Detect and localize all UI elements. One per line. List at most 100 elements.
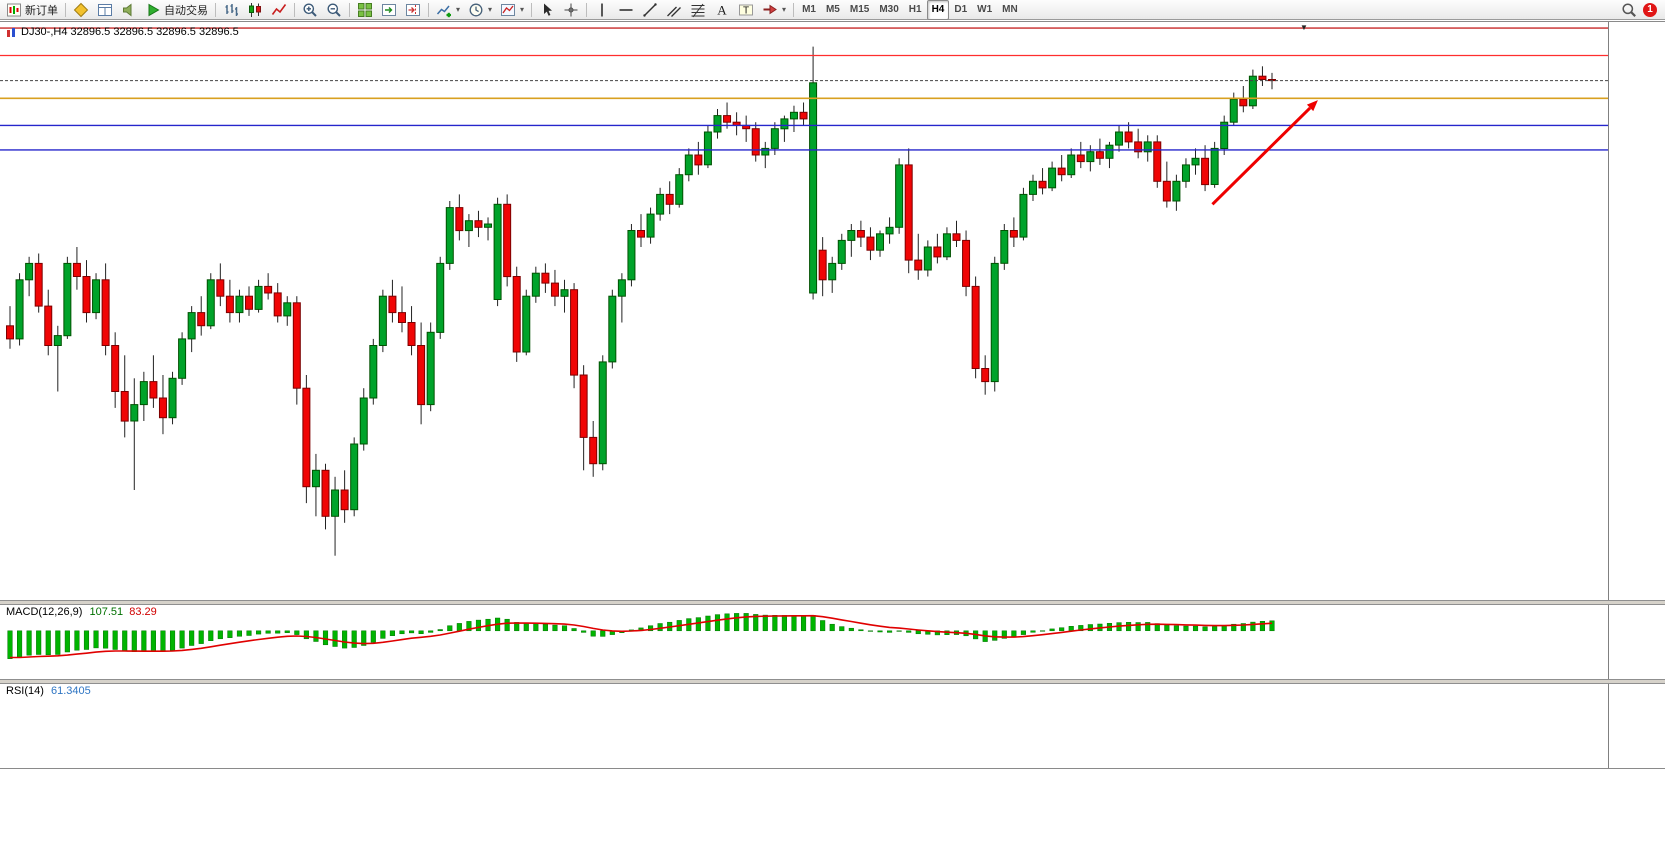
toolbar-separator (586, 2, 588, 17)
tile-windows-icon (357, 2, 373, 18)
macd-panel-canvas[interactable] (0, 605, 1608, 679)
horizontal-line-icon (618, 2, 634, 18)
equidistant-channel-icon (666, 2, 682, 18)
trendline-button[interactable] (638, 0, 662, 20)
text-label-icon: T (738, 2, 754, 18)
arrows-icon (762, 2, 778, 18)
alerts-icon (121, 2, 137, 18)
timeframe-H4[interactable]: H4 (926, 0, 950, 20)
chart-shift-icon (405, 2, 421, 18)
rsi-panel-canvas[interactable] (0, 684, 1608, 768)
timeframe-W1[interactable]: W1 (977, 4, 993, 15)
toolbar-separator (349, 2, 350, 17)
periods-icon (468, 2, 484, 18)
auto-scroll-marker: ▼ (1300, 23, 1308, 32)
tile-windows-button[interactable] (353, 0, 377, 20)
cursor-button[interactable] (535, 0, 559, 20)
cursor-icon (539, 2, 555, 18)
templates-icon (500, 2, 516, 18)
svg-text:T: T (743, 5, 749, 16)
vertical-line-button[interactable] (590, 0, 614, 20)
equidistant-channel-button[interactable] (662, 0, 686, 20)
periods-button[interactable]: ▾ (464, 0, 496, 20)
timeframe-M1[interactable]: M1 (802, 4, 816, 15)
macd-label: MACD(12,26,9) 107.51 83.29 (6, 606, 157, 618)
toolbar-separator (428, 2, 429, 17)
text-button[interactable]: A (710, 0, 734, 20)
text-label-button[interactable]: T (734, 0, 758, 20)
panel-divider[interactable] (0, 679, 1665, 684)
crosshair-button[interactable] (559, 0, 583, 20)
zoom-out-icon (326, 2, 342, 18)
timeframe-H1[interactable]: H1 (908, 4, 922, 15)
toolbar-separator (215, 2, 216, 17)
macd-main-value: 107.51 (89, 606, 124, 618)
toolbar: 新订单 自动交易 ▾ ▾ ▾ A T ▾ M1 M5 M15 M30 H1 H4 D1 W1 MN 1 (0, 0, 1665, 20)
panel-divider[interactable] (0, 600, 1665, 605)
data-window-button[interactable] (93, 0, 117, 20)
svg-text:A: A (717, 2, 727, 17)
candlestick-chart-button[interactable] (243, 0, 267, 20)
indicators-dropdown-arrow[interactable]: ▾ (456, 5, 461, 14)
timeframe-MN[interactable]: MN (1002, 4, 1018, 15)
toolbar-separator (65, 2, 66, 17)
line-chart-button[interactable] (267, 0, 291, 20)
indicators-icon (436, 2, 452, 18)
auto-scroll-icon (381, 2, 397, 18)
market-watch-button[interactable] (69, 0, 93, 20)
zoom-in-icon (302, 2, 318, 18)
timeframe-M15[interactable]: M15 (849, 4, 870, 15)
toolbar-separator (793, 2, 795, 17)
auto-trading-label: 自动交易 (164, 4, 208, 17)
time-scale[interactable] (0, 769, 1665, 791)
fibonacci-button[interactable] (686, 0, 710, 20)
notification-badge[interactable]: 1 (1643, 2, 1657, 17)
vertical-line-icon (594, 2, 610, 18)
auto-trading-button[interactable]: 自动交易 (141, 0, 212, 20)
macd-signal-value: 83.29 (129, 606, 157, 618)
trendline-icon (642, 2, 658, 18)
timeframe-M30[interactable]: M30 (879, 4, 899, 15)
crosshair-icon (563, 2, 579, 18)
templates-button[interactable]: ▾ (496, 0, 528, 20)
search-button[interactable] (1617, 0, 1641, 20)
zoom-out-button[interactable] (322, 0, 346, 20)
new-order-icon (6, 2, 22, 18)
arrows-button[interactable]: ▾ (758, 0, 790, 20)
chart-symbol-header: DJ30-,H4 32896.5 32896.5 32896.5 32896.5 (6, 26, 239, 38)
symbol-chart-icon (7, 27, 15, 37)
price-scale[interactable] (1608, 22, 1665, 768)
horizontal-line-button[interactable] (614, 0, 638, 20)
rsi-name: RSI(14) (6, 685, 44, 697)
periods-dropdown-arrow[interactable]: ▾ (488, 5, 493, 14)
bar-chart-icon (223, 2, 239, 18)
zoom-in-button[interactable] (298, 0, 322, 20)
data-window-icon (97, 2, 113, 18)
indicators-button[interactable]: ▾ (432, 0, 464, 20)
search-icon (1621, 2, 1637, 18)
timeframe-D1[interactable]: D1 (954, 4, 968, 15)
time-axis-border (0, 768, 1665, 769)
auto-trading-icon (145, 2, 161, 18)
toolbar-separator (531, 2, 533, 17)
arrows-dropdown-arrow[interactable]: ▾ (782, 5, 787, 14)
rsi-value: 61.3405 (50, 685, 91, 697)
timeframe-M5[interactable]: M5 (825, 4, 840, 15)
bar-chart-button[interactable] (219, 0, 243, 20)
rsi-label: RSI(14) 61.3405 (6, 685, 91, 697)
chart-top-border (0, 21, 1665, 22)
auto-scroll-button[interactable] (377, 0, 401, 20)
new-order-button[interactable]: 新订单 (2, 0, 62, 20)
candlestick-chart-icon (247, 2, 263, 18)
chart-shift-button[interactable] (401, 0, 425, 20)
line-chart-icon (271, 2, 287, 18)
fibonacci-icon (690, 2, 706, 18)
toolbar-separator (294, 2, 295, 17)
text-icon: A (714, 2, 730, 18)
price-chart-canvas[interactable] (0, 22, 1608, 600)
alerts-button[interactable] (117, 0, 141, 20)
macd-name: MACD(12,26,9) (6, 606, 83, 618)
templates-dropdown-arrow[interactable]: ▾ (520, 5, 525, 14)
market-watch-icon (73, 2, 89, 18)
